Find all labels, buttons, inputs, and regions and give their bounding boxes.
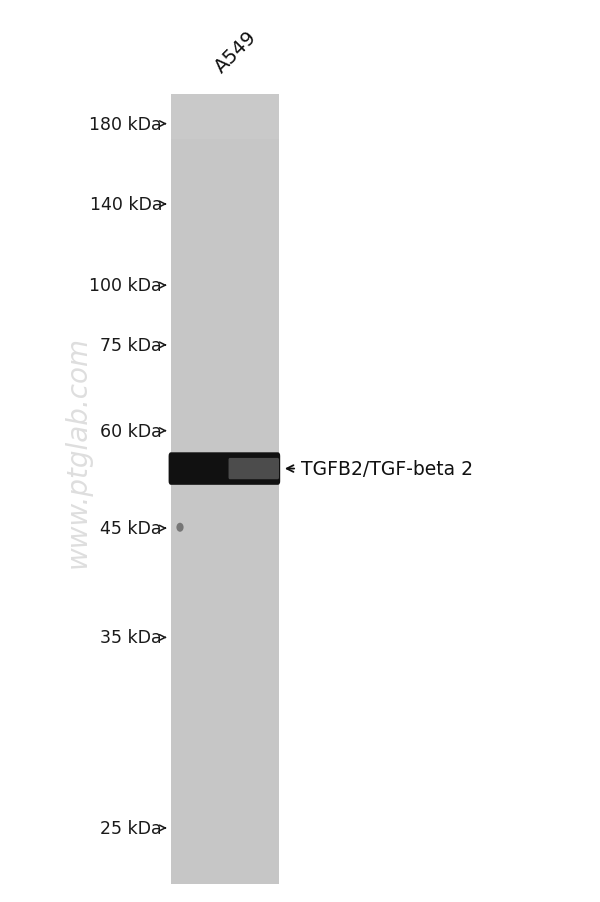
Text: A549: A549 xyxy=(212,27,261,77)
Text: 45 kDa: 45 kDa xyxy=(101,520,162,538)
Text: 25 kDa: 25 kDa xyxy=(100,819,162,837)
Text: 60 kDa: 60 kDa xyxy=(100,422,162,440)
Text: 140 kDa: 140 kDa xyxy=(89,196,162,214)
Bar xyxy=(171,95,279,140)
Bar xyxy=(171,95,279,884)
Text: 75 kDa: 75 kDa xyxy=(100,336,162,354)
Text: 100 kDa: 100 kDa xyxy=(89,277,162,295)
FancyBboxPatch shape xyxy=(229,458,279,480)
Text: TGFB2/TGF-beta 2: TGFB2/TGF-beta 2 xyxy=(301,459,473,479)
FancyBboxPatch shape xyxy=(169,453,280,485)
Text: 35 kDa: 35 kDa xyxy=(100,629,162,647)
Text: www.ptglab.com: www.ptglab.com xyxy=(64,336,92,566)
Ellipse shape xyxy=(176,523,184,532)
Text: 180 kDa: 180 kDa xyxy=(89,115,162,133)
